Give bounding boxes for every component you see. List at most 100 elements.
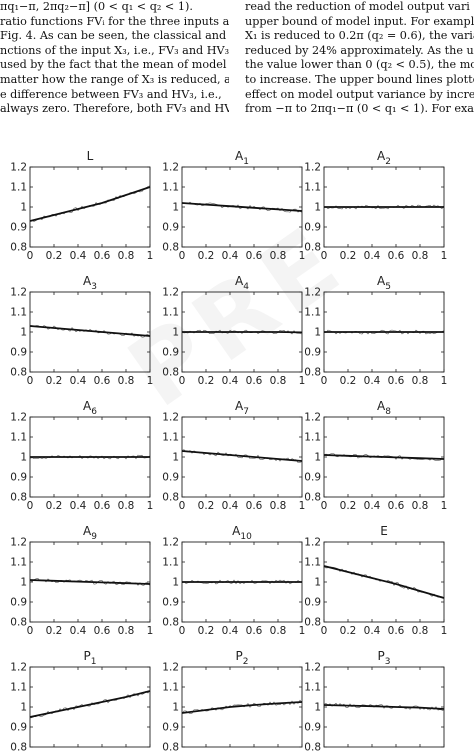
y-tick-label: 1.2 <box>162 412 179 424</box>
y-tick-label: 1 <box>20 202 27 214</box>
y-tick-label: 0.8 <box>162 742 179 751</box>
x-tick-label: 0.8 <box>412 500 429 512</box>
subplot: A10 0.8 0.9 1 1.1 1.2 0 0.2 0.4 0.6 0.8 1 <box>162 524 305 637</box>
x-tick-label: 0.6 <box>94 500 111 512</box>
y-tick-label: 1 <box>20 577 27 589</box>
x-tick-label: 0.4 <box>364 375 381 387</box>
x-tick-label: 0.8 <box>412 625 429 637</box>
y-tick-label: 0.9 <box>304 597 321 609</box>
panel-title-main: A <box>377 399 386 413</box>
text-line: upper bound of model input. For example <box>245 14 474 28</box>
text-line: effect on model output variance by incre <box>245 87 474 101</box>
subplot: P20.80.911.11.200.20.40.60.81 <box>162 649 305 751</box>
text-line: Fig. 4. As can be seen, the classical an… <box>0 29 227 43</box>
y-tick-label: 0.8 <box>304 492 321 504</box>
y-tick-label: 1 <box>172 327 179 339</box>
panel-title: E <box>380 524 388 538</box>
y-tick-label: 0.8 <box>162 617 179 629</box>
panel-title-subscript: 10 <box>240 532 252 542</box>
panel-title-subscript: 3 <box>91 282 97 292</box>
text-line: reduced by 24% approximately. As the upp <box>245 43 474 57</box>
y-tick-label: 1.2 <box>304 412 321 424</box>
panel-title-main: A <box>235 274 244 288</box>
subplot: A6 0.8 0.9 1 1.1 1.2 0 0.2 0.4 0.6 0.8 1 <box>10 399 153 512</box>
y-tick-label: 0.9 <box>304 347 321 359</box>
x-tick-label: 0.2 <box>340 625 357 637</box>
y-tick-label: 1.2 <box>162 662 179 674</box>
x-tick-label: 1 <box>441 500 448 512</box>
x-tick-label: 0 <box>179 250 186 262</box>
x-tick-label: 1 <box>299 625 306 637</box>
x-tick-label: 0.2 <box>198 625 215 637</box>
panel-title-subscript: 9 <box>91 532 97 542</box>
panel-title-subscript: 5 <box>385 282 391 292</box>
x-tick-label: 1 <box>441 250 448 262</box>
y-tick-label: 1.2 <box>304 537 321 549</box>
y-tick-label: 0.8 <box>162 242 179 254</box>
trend-series-line <box>323 565 445 599</box>
panel-title-main: A <box>377 149 386 163</box>
trend-series-line <box>29 579 151 585</box>
panel-title-main: A <box>232 524 241 538</box>
panel-title-subscript: 3 <box>385 657 391 667</box>
x-tick-label: 0.6 <box>246 625 263 637</box>
y-tick-label: 1.2 <box>10 287 27 299</box>
x-tick-label: 0.4 <box>70 500 87 512</box>
y-tick-label: 1.2 <box>162 162 179 174</box>
subplot: A10.80.911.11.20 0.2 0.4 0.6 0.8 1 <box>162 149 305 262</box>
panel-title-main: P <box>378 649 385 663</box>
panel-title: A5 <box>377 274 391 292</box>
y-tick-label: 1 <box>20 327 27 339</box>
text-line: to increase. The upper bound lines plott… <box>245 72 474 86</box>
y-tick-label: 1.1 <box>10 307 27 319</box>
x-tick-label: 0.4 <box>364 625 381 637</box>
x-tick-label: 0.6 <box>94 375 111 387</box>
y-tick-label: 1.2 <box>304 287 321 299</box>
x-tick-label: 0.8 <box>118 250 135 262</box>
x-tick-label: 0.6 <box>246 250 263 262</box>
panel-title: A4 <box>235 274 249 292</box>
y-tick-label: 1.1 <box>162 682 179 694</box>
plot-frame <box>29 166 151 248</box>
x-tick-label: 0 <box>321 625 328 637</box>
x-tick-label: 0.2 <box>46 500 63 512</box>
x-tick-label: 1 <box>147 250 154 262</box>
y-tick-label: 1.1 <box>162 557 179 569</box>
panel-title-subscript: 6 <box>91 407 97 417</box>
trend-series-line <box>181 701 303 714</box>
y-tick-label: 1 <box>172 702 179 714</box>
x-tick-label: 0.4 <box>364 250 381 262</box>
x-tick-label: 0 <box>27 625 34 637</box>
panel-title: P1 <box>84 649 97 667</box>
subplot: A7 0.8 0.9 1 1.1 1.2 0 0.2 0.4 0.6 0.8 1 <box>162 399 305 512</box>
trend-series-line <box>29 325 151 337</box>
y-tick-label: 1.2 <box>162 287 179 299</box>
y-tick-label: 0.9 <box>162 722 179 734</box>
y-tick-label: 1.2 <box>10 412 27 424</box>
panel-title-main: A <box>83 399 92 413</box>
panel-title: A3 <box>83 274 97 292</box>
right-text-column: read the reduction of model output vari … <box>245 0 474 117</box>
x-tick-label: 0 <box>179 375 186 387</box>
plot-frame <box>181 416 303 498</box>
y-tick-label: 0.9 <box>10 472 27 484</box>
panel-title: A7 <box>235 399 249 417</box>
panel-title-main: A <box>377 274 386 288</box>
x-tick-label: 0.4 <box>70 250 87 262</box>
x-tick-label: 0.2 <box>198 250 215 262</box>
x-tick-label: 1 <box>147 500 154 512</box>
panel-title-subscript: 2 <box>385 157 391 167</box>
panel-title: A2 <box>377 149 391 167</box>
x-tick-label: 1 <box>299 500 306 512</box>
y-tick-label: 0.8 <box>10 742 27 751</box>
subplot: A9 0.8 0.9 1 1.1 1.2 0 0.2 0.4 0.6 0.8 1 <box>10 524 153 637</box>
y-tick-label: 1.1 <box>304 557 321 569</box>
text-line: ratio functions FVᵢ for the three inputs… <box>0 14 229 28</box>
text-line: from −π to 2πq₁−π (0 < q₁ < 1). For exam <box>245 102 474 116</box>
text-line: e difference between FV₃ and HV₃, i.e., <box>0 87 222 101</box>
x-tick-label: 0 <box>27 375 34 387</box>
y-tick-label: 0.8 <box>304 617 321 629</box>
y-tick-label: 1 <box>314 327 321 339</box>
panel-title: P3 <box>378 649 391 667</box>
text-line: always zero. Therefore, both FV₃ and HV₃ <box>0 102 229 116</box>
